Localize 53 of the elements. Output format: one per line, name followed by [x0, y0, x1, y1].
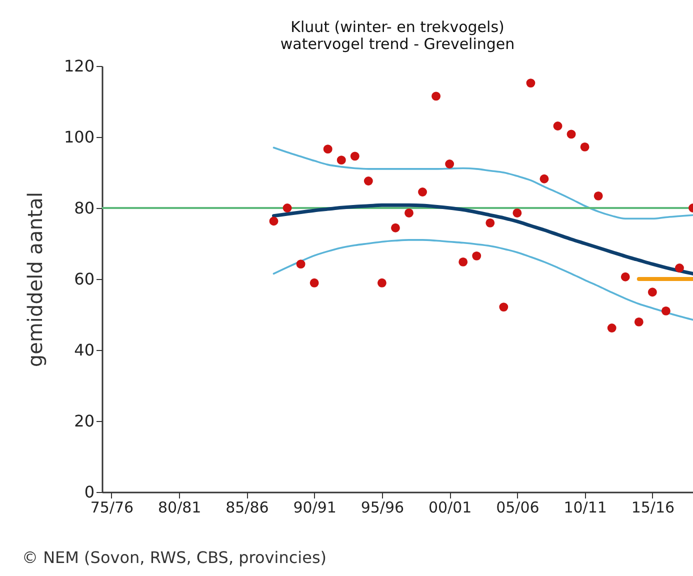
x-tick-label: 85/86	[226, 498, 269, 516]
x-tick-label: 75/76	[90, 498, 134, 516]
point	[350, 152, 360, 161]
y-tick-label: 120	[64, 56, 94, 76]
point	[661, 306, 670, 316]
y-tick-label: 80	[74, 198, 94, 218]
y-tick-label: 0	[84, 482, 94, 502]
x-tick-label: 15/16	[631, 498, 675, 516]
point	[472, 251, 482, 260]
point	[607, 324, 616, 332]
y-tick-label: 20	[74, 412, 94, 430]
point	[296, 260, 306, 269]
point	[634, 317, 644, 326]
point	[445, 160, 454, 168]
y-tick-label: 40	[74, 340, 94, 360]
y-tick-label: 100	[64, 128, 94, 146]
y-axis-title: gemiddeld aantal	[22, 192, 47, 368]
point	[526, 78, 536, 88]
text: © NEM (Sovon, RWS, CBS, provincies)	[22, 548, 327, 567]
point	[540, 174, 549, 184]
point	[458, 257, 468, 266]
point	[580, 142, 590, 152]
point	[377, 278, 386, 288]
x-tick-label: 80/81	[158, 498, 202, 516]
point	[553, 122, 562, 130]
point	[512, 208, 522, 218]
point	[391, 223, 400, 232]
y-tick-label: 60	[74, 270, 94, 288]
point	[594, 191, 603, 200]
point	[675, 264, 684, 272]
chart-title: Kluut (winter- en trekvogels)	[290, 18, 504, 36]
x-tick-label: 00/01	[428, 498, 472, 516]
point	[418, 188, 427, 196]
point	[364, 176, 373, 186]
x-tick-label: 95/96	[360, 498, 404, 516]
x-tick-label: 90/91	[293, 498, 336, 516]
x-tick-label: 05/06	[496, 498, 540, 516]
point	[336, 156, 346, 165]
x-tick-label: 10/11	[564, 498, 607, 516]
point	[404, 208, 414, 218]
point	[620, 272, 630, 282]
line-series	[272, 146, 693, 220]
point	[310, 278, 319, 288]
point	[566, 130, 576, 139]
point	[648, 288, 657, 297]
line-series	[272, 239, 693, 321]
chart-subtitle: watervogel trend - Grevelingen	[280, 35, 515, 53]
point	[269, 216, 278, 226]
point	[323, 144, 332, 154]
point	[499, 302, 508, 312]
point	[282, 204, 292, 212]
point	[486, 218, 495, 228]
point	[432, 92, 441, 101]
